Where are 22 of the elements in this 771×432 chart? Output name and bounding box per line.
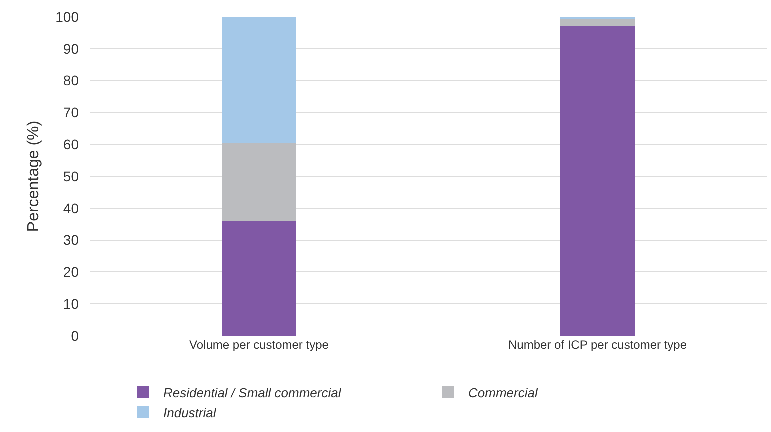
x-tick-label: Number of ICP per customer type bbox=[508, 338, 688, 352]
bar bbox=[560, 18, 635, 27]
y-tick-label: 70 bbox=[63, 104, 80, 121]
y-tick-label: 40 bbox=[63, 200, 80, 216]
y-tick-label: 50 bbox=[63, 168, 80, 184]
legend-label: Residential / Small commercial bbox=[164, 385, 342, 400]
bar bbox=[222, 221, 296, 336]
bar bbox=[222, 143, 296, 222]
y-tick-label: 30 bbox=[63, 232, 80, 248]
legend-label: Commercial bbox=[468, 385, 539, 400]
y-tick-label: 60 bbox=[63, 136, 80, 152]
x-tick-label: Volume per customer type bbox=[190, 338, 330, 352]
bar bbox=[560, 26, 635, 336]
legend-label: Industrial bbox=[164, 405, 218, 420]
y-tick-label: 0 bbox=[71, 328, 80, 344]
bar bbox=[222, 17, 296, 144]
y-axis-title: Percentage (%) bbox=[26, 120, 43, 232]
y-tick-label: 10 bbox=[63, 296, 80, 312]
y-tick-label: 90 bbox=[63, 40, 80, 57]
y-tick-label: 80 bbox=[63, 72, 80, 89]
y-tick-label: 20 bbox=[63, 264, 80, 280]
y-tick-label: 100 bbox=[56, 8, 80, 25]
